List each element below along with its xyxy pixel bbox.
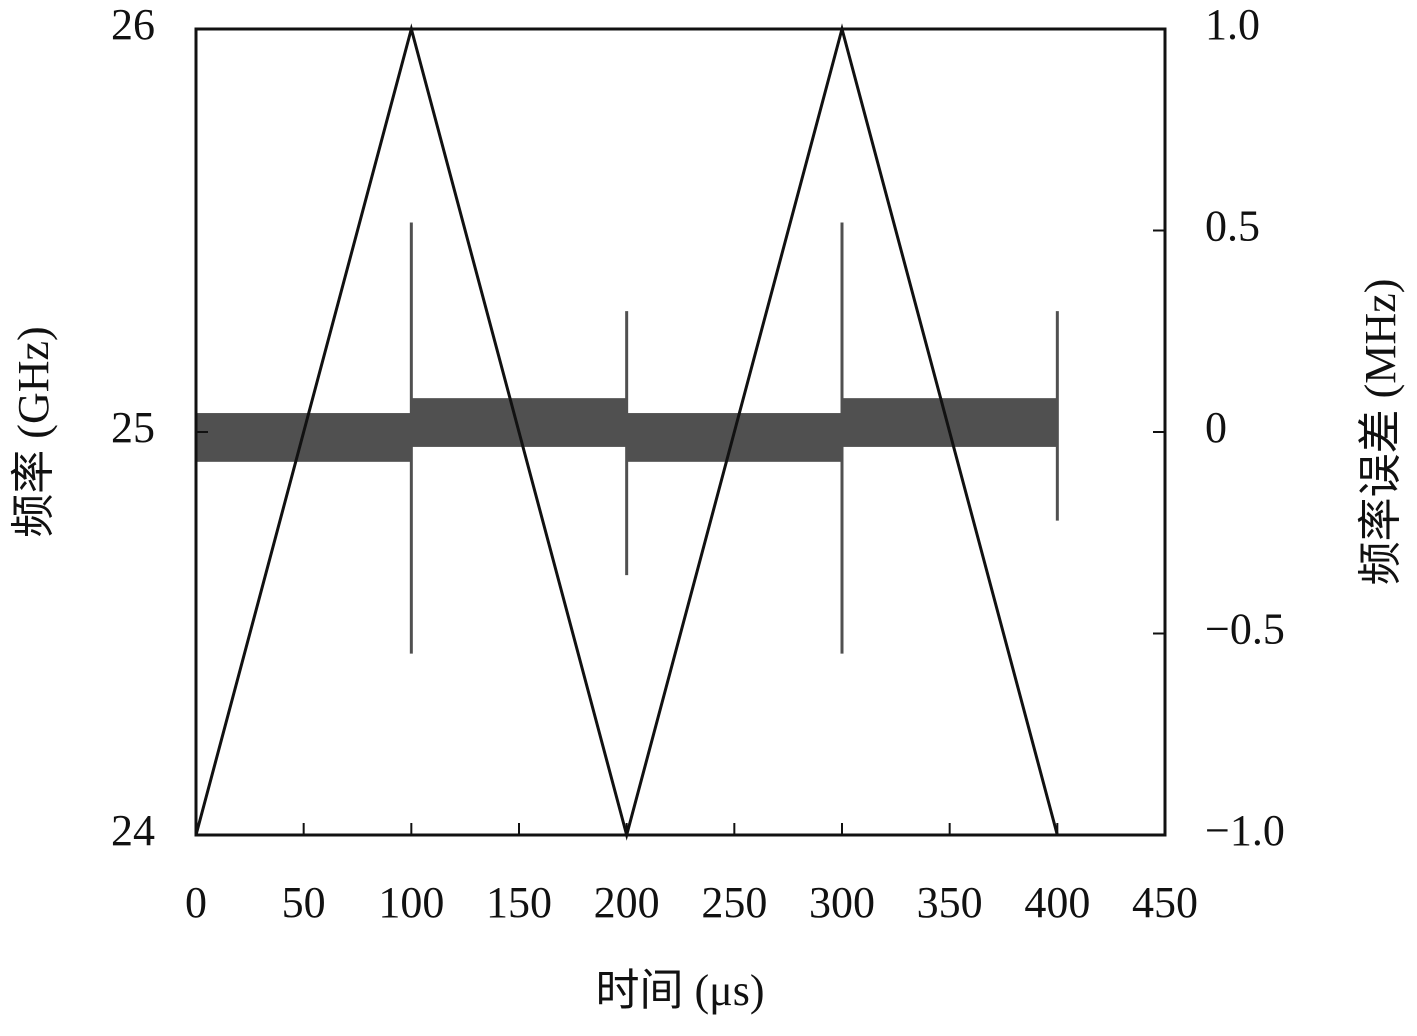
y2-tick-label: 0 [1205,403,1227,452]
y2-tick-label: −1.0 [1205,806,1285,855]
y2-tick-label: 0.5 [1205,202,1260,251]
y2-axis-label: 频率误差 (MHz) [1356,279,1405,586]
y-tick-label: 25 [111,403,155,452]
y-tick-label: 24 [111,806,155,855]
x-tick-label: 100 [378,878,444,927]
x-tick-label: 0 [185,878,207,927]
y2-tick-label: 1.0 [1205,0,1260,49]
error-band [842,398,1058,447]
error-band [411,398,627,447]
y-axis-label: 频率 (GHz) [9,326,58,537]
x-tick-label: 50 [282,878,326,927]
x-tick-label: 250 [701,878,767,927]
x-tick-label: 400 [1024,878,1090,927]
x-axis-label: 时间 (μs) [595,966,764,1015]
y2-tick-label: −0.5 [1205,605,1285,654]
x-tick-label: 150 [486,878,552,927]
x-tick-label: 350 [917,878,983,927]
x-tick-label: 450 [1132,878,1198,927]
y-tick-label: 26 [111,0,155,49]
x-tick-label: 200 [594,878,660,927]
x-tick-label: 300 [809,878,875,927]
